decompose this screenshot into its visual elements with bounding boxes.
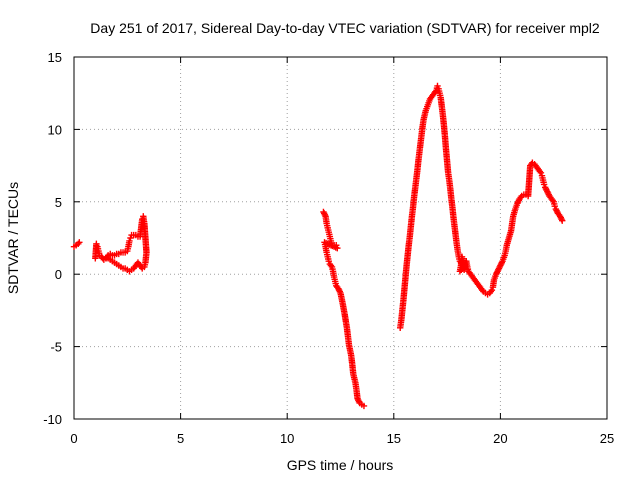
data-point [102,255,110,262]
chart-title: Day 251 of 2017, Sidereal Day-to-day VTE… [90,20,600,36]
data-point [126,237,133,245]
data-point [551,202,558,210]
x-axis-label: GPS time / hours [287,457,394,473]
grid [74,57,607,419]
data-point [488,286,496,294]
x-tick-label: 10 [280,431,294,446]
x-tick-label: 20 [493,431,507,446]
data-point [93,240,100,247]
x-tick-labels: 0 5 10 15 20 25 [70,431,614,446]
data-point [559,217,566,224]
data-points [70,82,566,410]
data-point [127,234,134,242]
y-tick-label: -5 [50,340,62,355]
y-tick-label: 15 [48,50,62,65]
y-tick-label: -10 [43,412,62,427]
y-tick-label: 0 [55,267,62,282]
data-point [360,402,368,410]
data-point [434,82,441,90]
x-tick-label: 15 [387,431,401,446]
axis-ticks [73,56,608,420]
data-point [540,181,548,188]
y-tick-label: 5 [55,195,62,210]
data-point [76,239,83,246]
x-tick-label: 5 [177,431,184,446]
plot-frame [73,56,608,420]
y-axis-label: SDTVAR / TECUs [5,182,21,294]
data-point [537,169,545,177]
y-tick-labels: -10 -5 0 5 10 15 [43,50,62,427]
x-tick-label: 0 [70,431,77,446]
x-tick-label: 25 [600,431,614,446]
data-point [325,257,332,265]
y-tick-label: 10 [48,122,62,137]
